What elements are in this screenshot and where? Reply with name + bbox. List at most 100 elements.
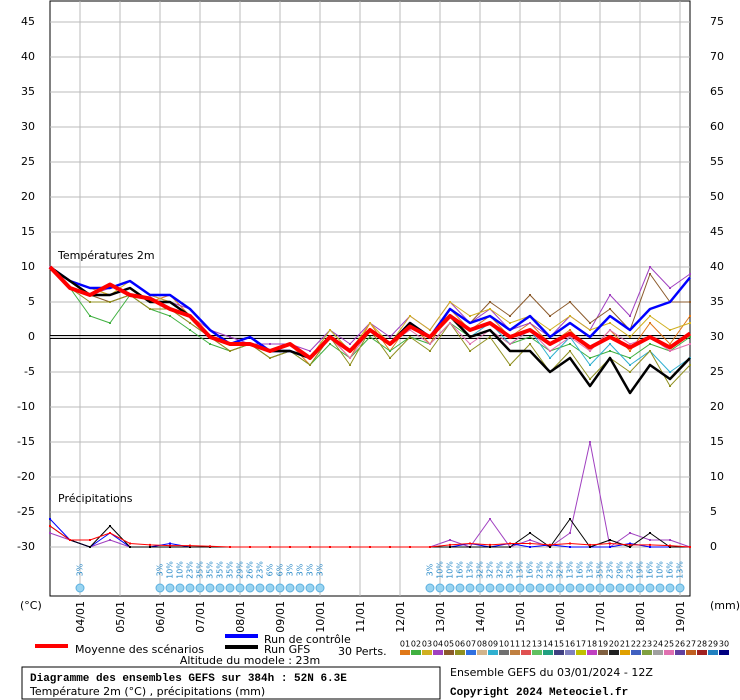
snow-risk-label: 3%: [286, 563, 295, 576]
point: [169, 315, 171, 317]
snowflake: [635, 583, 645, 593]
x-tick-label: 12/01: [394, 601, 407, 633]
member-label: 05: [444, 640, 454, 649]
y-tick-label: -5: [24, 365, 35, 378]
member-swatch: [576, 650, 586, 655]
point: [589, 322, 591, 324]
point: [189, 322, 191, 324]
snow-risk-label: 10%: [436, 561, 445, 579]
snowflake: [305, 583, 315, 593]
member-label: 14: [543, 640, 553, 649]
member-label: 19: [598, 640, 608, 649]
point: [49, 525, 51, 527]
point: [669, 287, 671, 289]
member-swatch: [653, 650, 663, 655]
point: [489, 546, 491, 548]
snow-risk-label: 35%: [206, 561, 215, 579]
point: [529, 294, 531, 296]
member-label: 16: [565, 640, 575, 649]
point: [649, 543, 651, 546]
snowflake: [315, 583, 325, 593]
point: [149, 543, 151, 546]
point: [649, 273, 651, 275]
snowflake: [155, 583, 165, 593]
point: [669, 544, 671, 547]
member-label: 29: [708, 640, 718, 649]
snow-risk-label: 32%: [556, 561, 565, 579]
y-tick-label: 30: [21, 120, 35, 133]
snowflake: [245, 583, 255, 593]
point: [629, 336, 631, 338]
member-label: 09: [488, 640, 498, 649]
snow-risk-label: 3%: [316, 563, 325, 576]
snow-risk-label: 16%: [646, 561, 655, 579]
x-tick-label: 15/01: [514, 601, 527, 633]
point: [509, 542, 511, 545]
y2-tick-label: 0: [710, 540, 717, 553]
point: [109, 322, 111, 324]
snow-risk-label: 35%: [506, 561, 515, 579]
point: [509, 343, 511, 345]
point: [669, 329, 671, 331]
member-label: 28: [697, 640, 707, 649]
snow-risk-label: 23%: [256, 561, 265, 579]
series-line: [48, 265, 692, 360]
snowflake: [555, 583, 565, 593]
point: [289, 546, 291, 548]
point: [89, 315, 91, 317]
point: [569, 343, 571, 345]
member-label: 12: [521, 640, 531, 649]
point: [649, 315, 651, 317]
point: [249, 546, 251, 548]
point: [529, 532, 531, 534]
y-tick-label: 15: [21, 225, 35, 238]
snow-risk-label: 6%: [266, 563, 275, 576]
y-tick-label: -15: [17, 435, 35, 448]
snowflake: [645, 583, 655, 593]
point: [569, 301, 571, 303]
labels: Températures 2m Précipitations (°C) (mm)…: [17, 15, 740, 700]
snow-risk-label: 23%: [186, 561, 195, 579]
snow-risk-label: 3%: [296, 563, 305, 576]
y2-unit: (mm): [710, 599, 740, 612]
point: [369, 336, 371, 338]
point: [409, 329, 411, 331]
info-box: [21, 666, 441, 700]
altitude: Altitude du modele : 23m: [180, 654, 320, 667]
member-swatch: [609, 650, 619, 655]
point: [129, 542, 131, 545]
snow-risk-label: 29%: [616, 561, 625, 579]
member-label: 04: [433, 640, 443, 649]
point: [549, 350, 551, 352]
point: [389, 546, 391, 548]
point: [609, 329, 611, 331]
point: [449, 301, 451, 303]
point: [589, 350, 591, 352]
point: [589, 329, 591, 331]
snow-risk-label: 13%: [586, 561, 595, 579]
member-swatch: [433, 650, 443, 655]
point: [649, 539, 651, 541]
member-label: 18: [587, 640, 597, 649]
point: [309, 350, 311, 352]
snow-risk-label: 13%: [676, 561, 685, 579]
point: [149, 308, 151, 310]
snow-risk-label: 16%: [526, 561, 535, 579]
x-tick-label: 09/01: [274, 601, 287, 633]
y-tick-label: 10: [21, 260, 35, 273]
snow-risk-label: 13%: [466, 561, 475, 579]
member-swatch: [543, 650, 553, 655]
member-swatch: [697, 650, 707, 655]
x-tick-label: 08/01: [234, 601, 247, 633]
x-tick-label: 16/01: [554, 601, 567, 633]
x-tick-label: 17/01: [594, 601, 607, 633]
snowflake: [225, 583, 235, 593]
y-tick-label: 35: [21, 85, 35, 98]
member-swatch: [708, 650, 718, 655]
point: [89, 539, 91, 541]
point: [169, 544, 171, 547]
point: [689, 343, 691, 345]
point: [629, 343, 631, 345]
point: [689, 546, 691, 548]
member-label: 11: [510, 640, 520, 649]
